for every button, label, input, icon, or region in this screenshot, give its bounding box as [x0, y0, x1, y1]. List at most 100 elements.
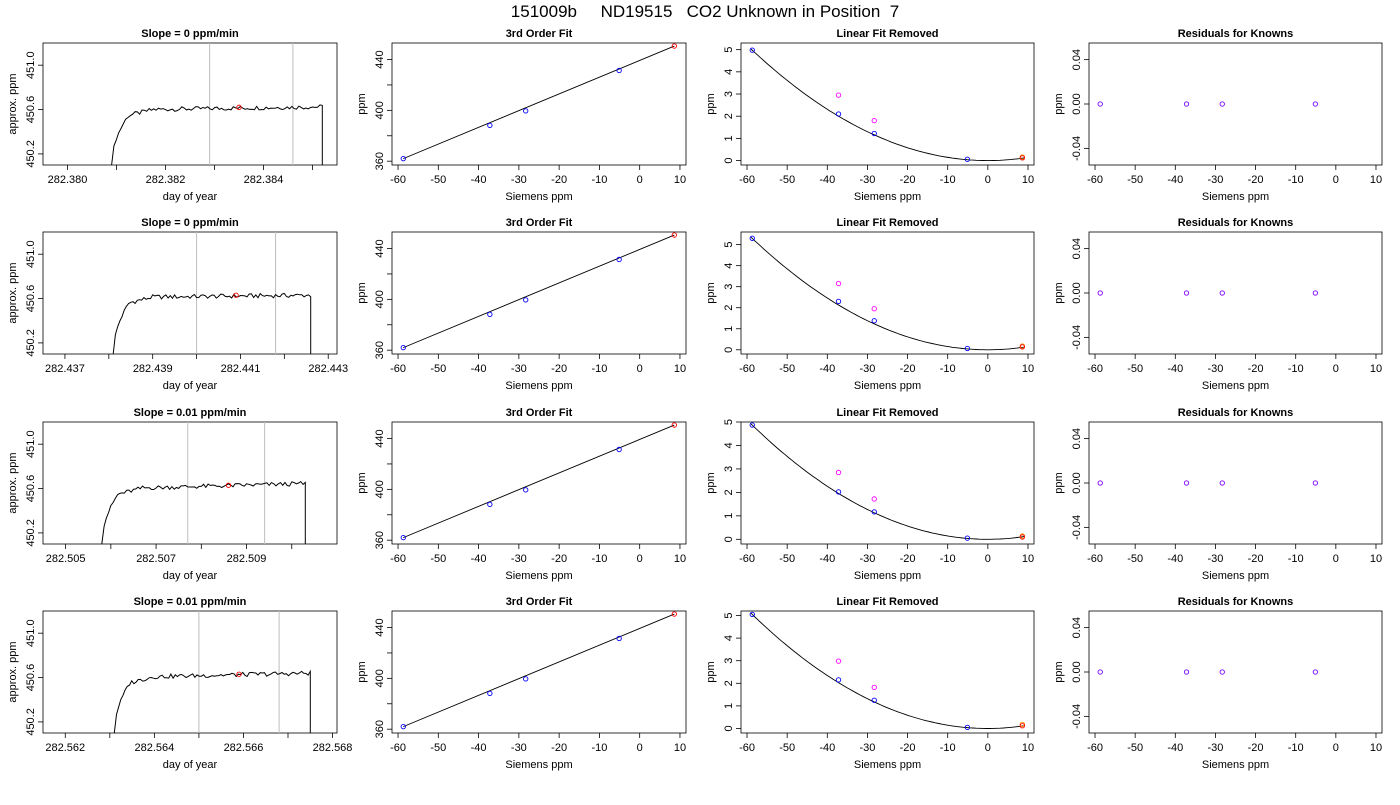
- fit-panel-4-xtick-label: -30: [511, 742, 527, 754]
- linear-removed-panel-4-xtick-label: 10: [1022, 742, 1034, 754]
- time-panel-1-ylabel: approx. ppm: [7, 73, 19, 134]
- residual-panel-3-point: [1312, 480, 1319, 486]
- fit-panel-2-title: 3rd Order Fit: [506, 217, 573, 229]
- linear-removed-panel-3-unknown-point: [1019, 534, 1026, 540]
- residual-panel-3-ytick-label: 0.04: [1071, 428, 1083, 449]
- fit-panel-3-fit-line: [403, 424, 675, 539]
- residual-panel-3-point: [1219, 480, 1225, 486]
- fit-panel-2-fit-line: [403, 234, 675, 349]
- time-panel-4-xtick-label: 282.566: [224, 742, 264, 754]
- fit-panel-3-xtick-label: -20: [551, 553, 567, 565]
- fit-panel-4-xtick-label: -60: [390, 742, 406, 754]
- time-panel-3-xtick-label: 282.505: [46, 553, 86, 565]
- time-panel-2-ytick-label: 451.0: [25, 240, 37, 268]
- fit-panel-1-ytick-label: 400: [374, 101, 386, 119]
- linear-removed-panel-1-curve: [750, 48, 1025, 162]
- fit-panel-1-xtick-label: -50: [430, 174, 446, 186]
- linear-removed-panel-4-xtick-label: 0: [985, 742, 991, 754]
- linear-removed-panel-2-ytick-label: 2: [723, 305, 735, 311]
- linear-removed-panel-2-frame: [740, 231, 1035, 355]
- time-panel-4-xtick-label: 282.568: [313, 742, 353, 754]
- linear-removed-panel-3-frame: [740, 421, 1035, 545]
- residual-panel-4-xtick-label: -50: [1127, 742, 1143, 754]
- fit-panel-3-title: 3rd Order Fit: [506, 407, 573, 419]
- linear-removed-panel-1-unknown-point: [1019, 155, 1026, 161]
- linear-removed-panel-4-xtick-label: -10: [940, 742, 956, 754]
- residual-panel-4-xtick-label: -30: [1207, 742, 1223, 754]
- time-panel-3-ytick-label: 450.2: [25, 519, 37, 547]
- linear-removed-panel-3-ytick-label: 3: [723, 466, 735, 472]
- linear-removed-panel-3-xtick-label: -10: [940, 553, 956, 565]
- residual-panel-4-frame: [1088, 610, 1383, 734]
- fit-panel-4-xtick-label: 0: [637, 742, 643, 754]
- residual-panel-3-ytick-label: -0.04: [1071, 515, 1083, 540]
- fit-panel-4-ytick-label: 440: [374, 618, 386, 636]
- linear-removed-panel-2-ytick-label: 5: [723, 242, 735, 248]
- fit-panel-1-ytick-label: 440: [374, 50, 386, 68]
- fit-panel-3-ytick-label: 440: [374, 429, 386, 447]
- time-panel-4-title: Slope = 0.01 ppm/min: [134, 596, 247, 608]
- linear-removed-panel-1-ytick-label: 1: [723, 135, 735, 141]
- residual-panel-1-xlabel: Siemens ppm: [1202, 191, 1269, 203]
- fit-panel-1-xtick-label: 0: [637, 174, 643, 186]
- linear-removed-panel-1-known-point: [749, 47, 755, 53]
- time-panel-4-xtick-label: 282.564: [134, 742, 174, 754]
- linear-removed-panel-2-xtick-label: 10: [1022, 363, 1034, 375]
- fit-panel-1-xtick-label: -20: [551, 174, 567, 186]
- time-panel-2-frame: [42, 231, 338, 355]
- linear-removed-panel-3-xlabel: Siemens ppm: [854, 570, 921, 582]
- linear-removed-panel-3-ytick-label: 4: [723, 442, 735, 448]
- residual-panel-2-xtick-label: -50: [1127, 363, 1143, 375]
- fit-panel-3-known-point: [487, 501, 493, 507]
- fit-panel-4-ytick-label: 400: [374, 669, 386, 687]
- time-panel-4-xtick-label: 282.562: [45, 742, 85, 754]
- fit-panel-4-known-point: [523, 676, 529, 682]
- fit-panel-4-title: 3rd Order Fit: [506, 596, 573, 608]
- time-panel-2-marker: [233, 292, 239, 298]
- linear-removed-panel-2-title: Linear Fit Removed: [836, 217, 938, 229]
- linear-removed-panel-1-ytick-label: 3: [723, 91, 735, 97]
- linear-removed-panel-3-title: Linear Fit Removed: [836, 407, 938, 419]
- residual-panel-2-point: [1183, 290, 1190, 296]
- linear-removed-panel-3-known-point: [749, 422, 755, 428]
- residual-panel-1-ytick-label: -0.04: [1071, 136, 1083, 161]
- fit-panel-2-unknown-point: [671, 232, 677, 238]
- residual-panel-4-point: [1312, 669, 1319, 675]
- residual-panel-1-point: [1097, 101, 1103, 107]
- linear-removed-panel-3-xtick-label: 0: [985, 553, 991, 565]
- time-panel-1-frame: [42, 42, 338, 166]
- residual-panel-3-point: [1183, 480, 1190, 486]
- residual-panel-2-ytick-label: -0.04: [1071, 325, 1083, 350]
- linear-removed-panel-1-title: Linear Fit Removed: [836, 28, 938, 40]
- linear-removed-panel-4-ytick-label: 4: [723, 635, 735, 641]
- time-panel-2-trace: [112, 292, 312, 355]
- linear-removed-panel-4-ytick-label: 5: [723, 612, 735, 618]
- residual-panel-2-xlabel: Siemens ppm: [1202, 380, 1269, 392]
- time-panel-3-xtick-label: 282.509: [227, 553, 267, 565]
- fit-panel-1-xtick-label: -40: [471, 174, 487, 186]
- residual-panel-1-xtick-label: -30: [1207, 174, 1223, 186]
- linear-removed-panel-2-xtick-label: 0: [985, 363, 991, 375]
- linear-removed-panel-2-ytick-label: 1: [723, 326, 735, 332]
- residual-panel-3-point: [1097, 480, 1103, 486]
- time-panel-4-ylabel: approx. ppm: [7, 641, 19, 702]
- linear-removed-panel-2-known-point: [749, 235, 755, 241]
- fit-panel-3-known-point: [523, 487, 529, 493]
- time-panel-3-trace: [101, 480, 306, 545]
- linear-removed-panel-2-curve: [750, 236, 1025, 351]
- time-panel-2-title: Slope = 0 ppm/min: [141, 217, 239, 229]
- linear-removed-panel-1-xtick-label: 0: [985, 174, 991, 186]
- linear-removed-panel-4-ylabel: ppm: [705, 661, 717, 682]
- linear-removed-panel-3-known-point: [835, 489, 842, 495]
- fit-panel-2-known-point: [523, 297, 529, 303]
- residual-panel-2-xtick-label: 10: [1370, 363, 1382, 375]
- linear-removed-panel-3-ytick-label: 2: [723, 489, 735, 495]
- fit-panel-2-frame: [391, 231, 687, 355]
- linear-removed-panel-3-xtick-label: -60: [739, 553, 755, 565]
- linear-removed-panel-3-magenta-point: [871, 496, 877, 502]
- time-panel-2-xlabel: day of year: [163, 380, 218, 392]
- linear-removed-panel-3-xtick-label: 10: [1022, 553, 1034, 565]
- time-panel-2-ytick-label: 450.2: [25, 329, 37, 357]
- linear-removed-panel-2-xtick-label: -60: [739, 363, 755, 375]
